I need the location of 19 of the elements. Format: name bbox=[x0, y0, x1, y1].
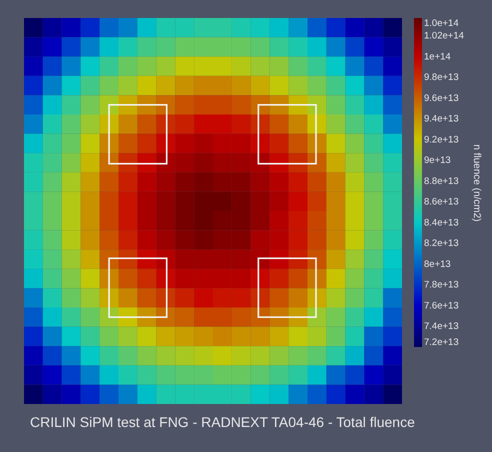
color-bar-label: 1.02e+14 bbox=[424, 30, 464, 42]
color-bar-label: 9.4e+13 bbox=[424, 114, 459, 125]
color-bar-label: 7.6e+13 bbox=[424, 300, 459, 312]
color-bar-label: 7.8e+13 bbox=[424, 280, 459, 291]
color-bar-label: 7.4e+13 bbox=[424, 321, 459, 332]
color-bar-label: 9.8e+13 bbox=[424, 72, 459, 84]
color-bar-label: 1e+14 bbox=[424, 51, 451, 62]
color-bar-label: 1.0e+14 bbox=[424, 18, 459, 29]
text: CRILIN SiPM test at FNG - RADNEXT TA04-46 - Total fluence bbox=[30, 414, 416, 430]
color-bar-label: 8e+13 bbox=[424, 258, 451, 270]
color-bar-label: 9e+13 bbox=[424, 155, 451, 166]
color-bar-label: 9.2e+13 bbox=[424, 134, 459, 146]
color-bar-label: 8.4e+13 bbox=[424, 217, 459, 228]
color-bar-label: 9.6e+13 bbox=[424, 92, 459, 104]
color-bar-title: n fluence (n/cm2) bbox=[471, 144, 482, 222]
color-bar-label: 7.2e+13 bbox=[424, 337, 459, 348]
color-bar-label: 8.8e+13 bbox=[424, 176, 459, 187]
color-bar-label: 8.6e+13 bbox=[424, 196, 459, 208]
color-bar-label: 8.2e+13 bbox=[424, 238, 459, 250]
